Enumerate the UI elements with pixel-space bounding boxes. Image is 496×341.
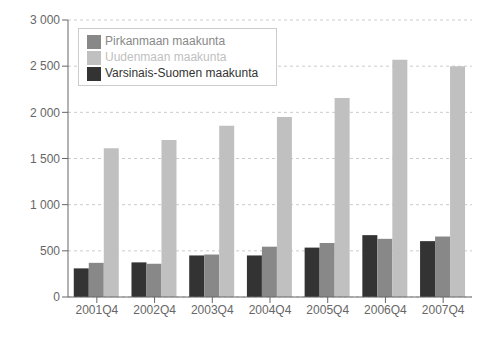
svg-text:1 500: 1 500 — [30, 152, 60, 166]
svg-text:2001Q4: 2001Q4 — [76, 303, 119, 317]
svg-text:0: 0 — [53, 290, 60, 304]
svg-text:2 500: 2 500 — [30, 59, 60, 73]
html-text:Uudenmaan maakunta: Uudenmaan maakunta — [105, 50, 227, 64]
svg-text:2003Q4: 2003Q4 — [191, 303, 234, 317]
svg-text:500: 500 — [40, 244, 60, 258]
svg-text:2 000: 2 000 — [30, 106, 60, 120]
html-text:Varsinais-Suomen maakunta: Varsinais-Suomen maakunta — [105, 66, 259, 80]
svg-text:2006Q4: 2006Q4 — [364, 303, 407, 317]
svg-text:2005Q4: 2005Q4 — [306, 303, 349, 317]
svg-text:2002Q4: 2002Q4 — [133, 303, 176, 317]
svg-text:1 000: 1 000 — [30, 198, 60, 212]
svg-text:3 000: 3 000 — [30, 13, 60, 27]
html-text:Pirkanmaan maakunta: Pirkanmaan maakunta — [105, 34, 226, 48]
svg-text:2004Q4: 2004Q4 — [249, 303, 292, 317]
svg-text:2007Q4: 2007Q4 — [422, 303, 465, 317]
